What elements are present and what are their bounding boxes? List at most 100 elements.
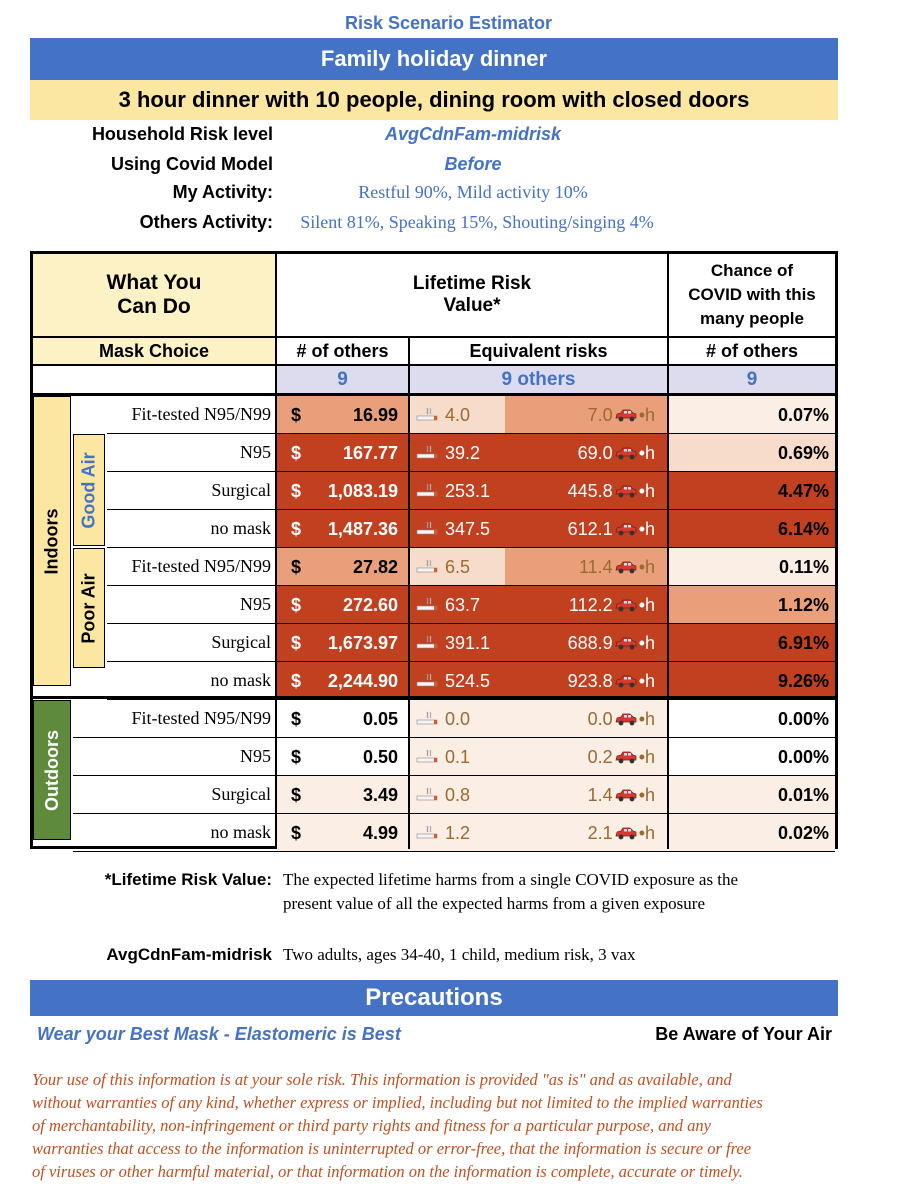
- driving-unit: •h: [638, 784, 655, 805]
- lifetime-risk-value: 0.50: [362, 746, 398, 767]
- household-definition-text: Two adults, ages 34-40, 1 child, medium …: [283, 945, 636, 964]
- lifetime-risk-value-cell: $0.05: [277, 700, 408, 738]
- lrv-line1: The expected lifetime harms from a singl…: [283, 870, 739, 889]
- driving-equivalent-cell: 1.4 •h: [505, 776, 667, 814]
- household-risk-label: Household Risk level: [91, 124, 273, 144]
- cigarette-equivalent-cell: 0.0: [410, 700, 505, 738]
- car-icon: [615, 561, 637, 574]
- cigarette-equivalent-cell: 253.1: [410, 472, 505, 510]
- row-divider: [107, 471, 835, 472]
- mask-choice-header: Mask Choice: [33, 338, 275, 364]
- cigarette-icon: [416, 635, 438, 649]
- cigarette-equivalent-value: 4.0: [445, 404, 471, 425]
- driving-equivalent-cell: 0.0 •h: [505, 700, 667, 738]
- mask-label: Surgical: [211, 784, 271, 804]
- chance-line1: Chance of: [710, 261, 794, 280]
- air-tip: Be Aware of Your Air: [655, 1024, 832, 1044]
- mask-label: Surgical: [211, 480, 271, 500]
- cigarette-equivalent-cell: 39.2: [410, 434, 505, 472]
- household-risk-value: AvgCdnFam-midrisk: [384, 124, 562, 144]
- lifetime-risk-value-cell: $167.77: [277, 434, 408, 472]
- disclaimer-line4: warranties that access to the informatio…: [32, 1139, 752, 1158]
- car-icon: [615, 713, 637, 726]
- lrv-line2: present value of all the expected harms …: [283, 894, 706, 913]
- cigarette-equivalent-value: 0.1: [445, 746, 471, 767]
- driving-equivalent-cell: 0.2 •h: [505, 738, 667, 776]
- cigarette-equivalent-cell: 6.5: [410, 548, 505, 586]
- dollar-sign: $: [291, 822, 302, 843]
- cigarette-equivalent-value: 347.5: [445, 518, 491, 539]
- cigarette-equivalent-cell: 0.8: [410, 776, 505, 814]
- dollar-sign: $: [291, 404, 302, 425]
- disclaimer-line2: without warranties of any kind, whether …: [32, 1093, 763, 1112]
- group-good-air: Good Air: [73, 434, 105, 546]
- scenario-detail: 3 hour dinner with 10 people, dining roo…: [30, 80, 838, 120]
- driving-equivalent-cell: 2.1 •h: [505, 814, 667, 852]
- lifetime-risk-value-cell: $3.49: [277, 776, 408, 814]
- mask-label: Fit-tested N95/N99: [131, 556, 272, 576]
- column-divider: [408, 396, 410, 846]
- dollar-sign: $: [291, 632, 302, 653]
- driving-equivalent-value: 2.1: [587, 822, 613, 843]
- lifetime-risk-value: 27.82: [352, 556, 398, 577]
- others-count3: 9: [669, 366, 835, 393]
- driving-unit: •h: [638, 822, 655, 843]
- lifetime-risk-value-cell: $0.50: [277, 738, 408, 776]
- scenario-title: Family holiday dinner: [30, 38, 838, 80]
- group-outdoors-label: Outdoors: [41, 729, 62, 811]
- lifetime-risk-line2: Value*: [443, 295, 501, 316]
- covid-model-value: Before: [444, 154, 502, 174]
- cigarette-equivalent-value: 391.1: [445, 632, 491, 653]
- driving-unit: •h: [638, 518, 655, 539]
- cigarette-icon: [416, 559, 438, 573]
- dollar-sign: $: [291, 556, 302, 577]
- group-indoors-label: Indoors: [41, 508, 62, 574]
- lifetime-risk-value-cell: $16.99: [277, 396, 408, 434]
- dollar-sign: $: [291, 480, 302, 501]
- driving-equivalent-value: 923.8: [567, 670, 613, 691]
- car-icon: [615, 485, 637, 498]
- chance-of-covid-value: 9.26%: [669, 662, 835, 700]
- chance-of-covid-value: 0.07%: [669, 396, 835, 434]
- cigarette-equivalent-value: 63.7: [445, 594, 481, 615]
- precautions-title: Precautions: [30, 980, 838, 1016]
- covid-model-label: Using Covid Model: [111, 154, 273, 174]
- what-you-can-do-line1: What You: [106, 271, 202, 294]
- row-divider: [107, 699, 835, 700]
- driving-unit: •h: [638, 442, 655, 463]
- cigarette-equivalent-cell: 1.2: [410, 814, 505, 852]
- cigarette-icon: [416, 483, 438, 497]
- outdoors-separator: [33, 696, 835, 699]
- my-activity-label: My Activity:: [172, 182, 273, 202]
- driving-equivalent-cell: 445.8 •h: [505, 472, 667, 510]
- what-you-can-do-line2: Can Do: [117, 295, 191, 318]
- column-divider: [275, 396, 277, 846]
- car-icon: [615, 827, 637, 840]
- mask-label: no mask: [210, 518, 272, 538]
- row-divider: [107, 433, 835, 434]
- chance-of-covid-value: 0.69%: [669, 434, 835, 472]
- driving-equivalent-cell: 11.4 •h: [505, 548, 667, 586]
- driving-unit: •h: [638, 480, 655, 501]
- row-divider: [73, 813, 835, 814]
- others-count2: 9 others: [410, 366, 667, 393]
- my-activity-value: Restful 90%, Mild activity 10%: [358, 182, 588, 202]
- cigarette-equivalent-cell: 391.1: [410, 624, 505, 662]
- cigarette-icon: [416, 445, 438, 459]
- driving-unit: •h: [638, 746, 655, 767]
- disclaimer-line3: of merchantability, non-infringement or …: [32, 1116, 711, 1135]
- lifetime-risk-value-cell: $27.82: [277, 548, 408, 586]
- group-indoors: Indoors: [33, 396, 71, 686]
- cigarette-equivalent-value: 1.2: [445, 822, 471, 843]
- cigarette-equivalent-cell: 347.5: [410, 510, 505, 548]
- lifetime-risk-value: 272.60: [342, 594, 398, 615]
- others-col3-header: # of others: [705, 340, 798, 361]
- driving-unit: •h: [638, 670, 655, 691]
- lifetime-risk-value-cell: $1,487.36: [277, 510, 408, 548]
- others-activity-value: Silent 81%, Speaking 15%, Shouting/singi…: [300, 212, 654, 232]
- cigarette-icon: [416, 521, 438, 535]
- what-you-can-do-header: What You Can Do: [33, 254, 275, 336]
- lifetime-risk-value: 1,083.19: [327, 480, 398, 501]
- dollar-sign: $: [291, 784, 302, 805]
- equivalent-risks-header: Equivalent risks: [469, 340, 608, 361]
